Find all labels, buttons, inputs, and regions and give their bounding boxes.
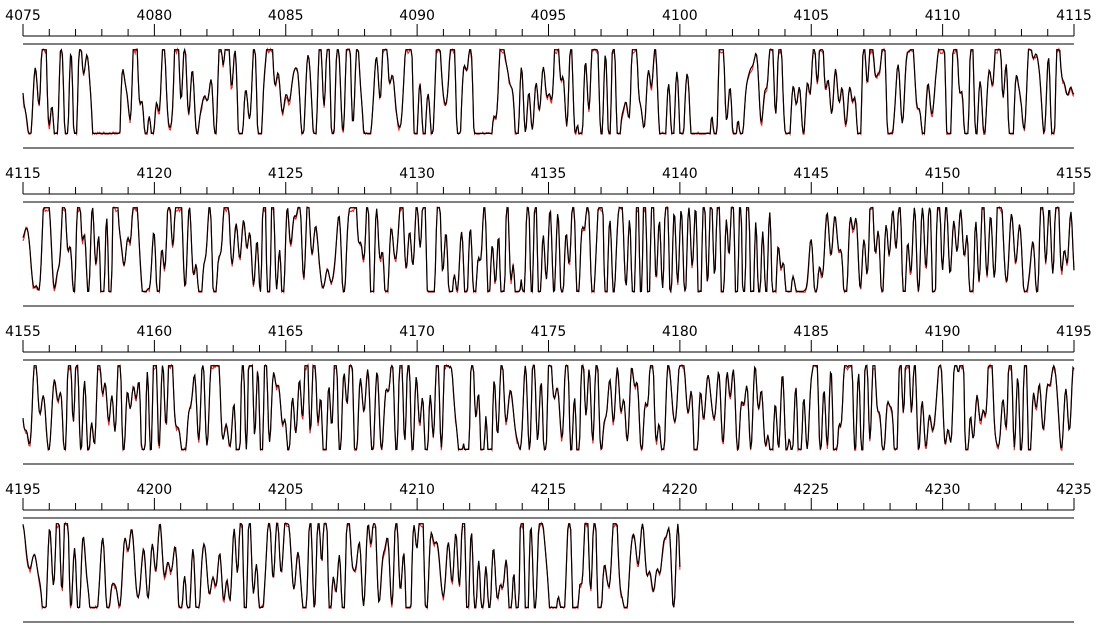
tick-label: 4135 (531, 166, 567, 182)
tick-label: 4195 (1056, 324, 1092, 340)
tick-label: 4115 (1056, 8, 1092, 24)
tick-label: 4165 (268, 324, 304, 340)
tick-label: 4190 (925, 324, 961, 340)
tick-label: 4230 (925, 482, 961, 498)
tick-label: 4085 (268, 8, 304, 24)
tick-label: 4175 (531, 324, 567, 340)
tick-label: 4155 (5, 324, 41, 340)
observed-spectrum-line (22, 47, 1075, 136)
tick-label: 4120 (137, 166, 173, 182)
spectrum-panel-1: 4075 4080 4085 4090 4095 4100 4105 4110 4115 (5, 8, 1092, 149)
observed-spectrum-line (22, 207, 1075, 294)
tick-label: 4130 (399, 166, 435, 182)
tick-label: 4235 (1056, 482, 1092, 498)
tick-label: 4205 (268, 482, 304, 498)
tick-label: 4075 (5, 8, 41, 24)
tick-label: 4110 (925, 8, 961, 24)
tick-label: 4170 (399, 324, 435, 340)
spectrum-panel-2: 4115 4120 4125 4130 4135 4140 4145 4150 4155 (5, 166, 1092, 307)
tick-label: 4220 (662, 482, 698, 498)
tick-label: 4210 (399, 482, 435, 498)
spectrum-panel-3: 4155 4160 4165 4170 4175 4180 4185 4190 4195 (5, 324, 1092, 465)
tick-label: 4185 (793, 324, 829, 340)
tick-label: 4140 (662, 166, 698, 182)
spectrum-panel-4: 4195 4200 4205 4210 4215 4220 4225 4230 4235 (5, 482, 1092, 623)
tick-label: 4105 (793, 8, 829, 24)
tick-label: 4195 (5, 482, 41, 498)
tick-label: 4145 (793, 166, 829, 182)
tick-label: 4080 (137, 8, 173, 24)
tick-label: 4150 (925, 166, 961, 182)
tick-label: 4160 (137, 324, 173, 340)
observed-spectrum-line (22, 364, 1075, 452)
tick-label: 4155 (1056, 166, 1092, 182)
tick-label: 4180 (662, 324, 698, 340)
tick-label: 4090 (399, 8, 435, 24)
observed-spectrum-line (22, 523, 681, 609)
tick-label: 4200 (137, 482, 173, 498)
tick-label: 4095 (531, 8, 567, 24)
tick-label: 4100 (662, 8, 698, 24)
tick-label: 4215 (531, 482, 567, 498)
tick-label: 4225 (793, 482, 829, 498)
tick-label: 4115 (5, 166, 41, 182)
tick-label: 4125 (268, 166, 304, 182)
